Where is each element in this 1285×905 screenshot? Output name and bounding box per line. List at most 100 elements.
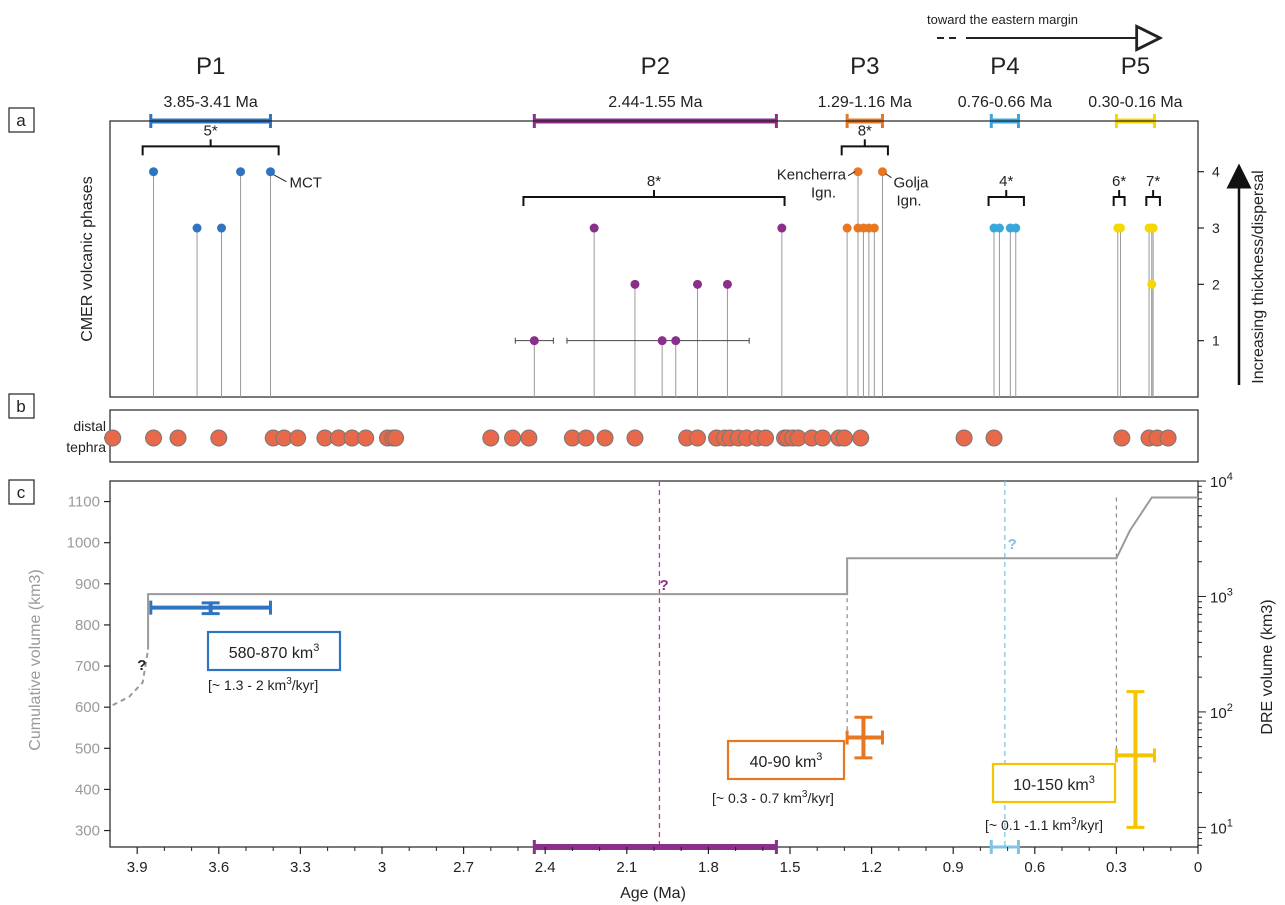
x-tick-label: 0.6 xyxy=(1024,859,1045,876)
volcanic-point xyxy=(236,167,246,177)
exponent: 3 xyxy=(1089,774,1095,786)
panel-a-ytick-label: 3 xyxy=(1212,220,1220,236)
tephra-point xyxy=(169,429,187,447)
volcanic-point xyxy=(877,167,887,177)
volume-rate-P5: [~ 0.1 -1.1 km3/kyr] xyxy=(985,816,1103,833)
panel-c-ylabel: Cumulative volume (km3) xyxy=(27,569,44,750)
volume-label-P3: 40-90 km3 xyxy=(750,751,823,771)
tephra-point xyxy=(210,429,228,447)
panel-b-ylabel-2: tephra xyxy=(66,439,106,455)
annotation-leader xyxy=(885,173,892,179)
panel-a-ylabel-right: Increasing thickness/dispersal xyxy=(1250,170,1267,383)
volcanic-point xyxy=(192,223,202,233)
cumulative-volume-line xyxy=(147,496,1198,650)
volcanic-point xyxy=(630,279,640,289)
x-tick-label: 2.1 xyxy=(616,859,637,876)
tephra-point xyxy=(145,429,163,447)
bracket xyxy=(987,196,1025,207)
x-tick-label: 3.6 xyxy=(208,859,229,876)
x-tick-label: 3.3 xyxy=(290,859,311,876)
tephra-point xyxy=(482,429,500,447)
annotation-leader xyxy=(273,174,287,183)
tephra-point xyxy=(596,429,614,447)
tephra-point xyxy=(626,429,644,447)
volume-box-P5 xyxy=(991,762,1117,804)
tephra-point xyxy=(520,429,538,447)
volcanic-point xyxy=(853,167,863,177)
bracket xyxy=(840,145,889,156)
panel-c-right-tick-label: 104 xyxy=(1210,471,1233,491)
phase-range-P2: 2.44-1.55 Ma xyxy=(608,94,702,111)
annotation-golja: Golja xyxy=(893,175,929,192)
phase-range-P4: 0.76-0.66 Ma xyxy=(958,94,1052,111)
panel-a-ytick-label: 1 xyxy=(1212,333,1220,349)
panel-a-right-axis: 1 2 3 4 xyxy=(1198,164,1220,349)
panel-c-plot: 300 400 500 600 700 800 900 1000 1100 101 102 103 10… xyxy=(67,471,1233,854)
svg-text:b: b xyxy=(16,397,25,416)
tephra-point xyxy=(835,429,853,447)
volcanic-point xyxy=(842,223,852,233)
x-tick-label: 0 xyxy=(1194,859,1202,876)
panel-b-plot xyxy=(104,429,1177,447)
exponent: 3 xyxy=(286,676,292,687)
bracket-label: 6* xyxy=(1112,173,1126,190)
panel-a-ylabel: CMER volcanic phases xyxy=(79,176,96,341)
x-tick-label: 3.9 xyxy=(127,859,148,876)
tephra-point xyxy=(104,429,122,447)
volume-rate-P1: [~ 1.3 - 2 km3/kyr] xyxy=(208,676,318,693)
annotation-leader xyxy=(847,171,856,177)
x-tick-label: 0.3 xyxy=(1106,859,1127,876)
phase-name-P4: P4 xyxy=(990,53,1019,80)
panel-c-ytick-label: 300 xyxy=(75,823,100,840)
phase-name-P3: P3 xyxy=(850,53,879,80)
volcanic-point xyxy=(589,223,599,233)
annotation-kencherra: Kencherra xyxy=(777,167,847,184)
rate-tail: /kyr] xyxy=(807,790,833,806)
phase-range-P3: 1.29-1.16 Ma xyxy=(818,94,912,111)
bracket-label: 7* xyxy=(1146,173,1160,190)
tephra-point xyxy=(504,429,522,447)
phase-range-P5: 0.30-0.16 Ma xyxy=(1088,94,1182,111)
panel-c-ytick-label: 500 xyxy=(75,740,100,757)
panel-c-ylabel-right: DRE volume (km3) xyxy=(1259,599,1276,734)
panel-c-ytick-label: 700 xyxy=(75,658,100,675)
volcanic-point xyxy=(149,167,159,177)
panel-c-ytick-label: 800 xyxy=(75,617,100,634)
bracket-label: 4* xyxy=(999,173,1013,190)
tephra-point xyxy=(357,429,375,447)
phase-name-P5: P5 xyxy=(1121,53,1150,80)
phase-name-P1: P1 xyxy=(196,53,225,80)
question-mark: ? xyxy=(137,657,146,674)
volume-box-P3 xyxy=(726,739,846,781)
volcanic-point xyxy=(1147,279,1157,289)
question-mark: ? xyxy=(659,577,668,594)
panel-a-frame xyxy=(109,120,1199,398)
panel-a-ytick-label: 4 xyxy=(1212,164,1220,180)
x-tick-label: 1.2 xyxy=(861,859,882,876)
exponent: 3 xyxy=(816,751,822,763)
x-tick-label: 0.9 xyxy=(943,859,964,876)
phase-name-P2: P2 xyxy=(641,53,670,80)
panel-c-right-tick-label: 101 xyxy=(1210,817,1233,837)
panel-c-ytick-label: 1000 xyxy=(67,535,100,552)
volcanic-point xyxy=(869,223,879,233)
x-tick-label: 3 xyxy=(378,859,386,876)
phase-headers: P1 3.85-3.41 Ma P2 2.44-1.55 Ma P3 1.29-1.16 … xyxy=(149,53,1183,128)
tephra-point xyxy=(985,429,1003,447)
exponent: 1 xyxy=(1227,817,1233,829)
volcanic-point xyxy=(671,336,681,346)
tephra-point xyxy=(387,429,405,447)
exponent: 3 xyxy=(1071,816,1077,827)
panel-c-ytick-label: 600 xyxy=(75,699,100,716)
tephra-point xyxy=(814,429,832,447)
bracket xyxy=(1112,196,1126,207)
bracket-label: 8* xyxy=(647,173,661,190)
volume-label-P1: 580-870 km3 xyxy=(229,642,320,662)
panel-c-ytick-label: 900 xyxy=(75,576,100,593)
tephra-point xyxy=(577,429,595,447)
x-axis: 3.9 3.6 3.3 3 2.7 2.4 2.1 1.8 1.5 1.2 0.9 0.6 0.3 0 xyxy=(127,847,1202,876)
annotation-golja-ign: Ign. xyxy=(896,193,921,210)
annotation-mct: MCT xyxy=(289,175,322,192)
svg-text:c: c xyxy=(17,483,26,502)
rate-tail: /kyr] xyxy=(292,677,318,693)
